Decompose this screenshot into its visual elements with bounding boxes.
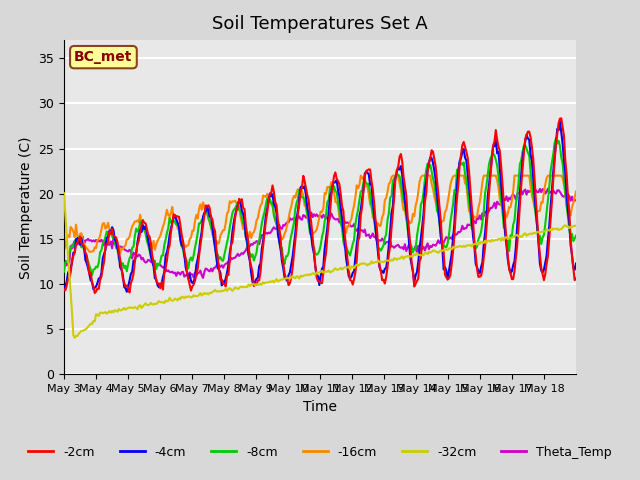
Legend: -2cm, -4cm, -8cm, -16cm, -32cm, Theta_Temp: -2cm, -4cm, -8cm, -16cm, -32cm, Theta_Te… [23,441,617,464]
Title: Soil Temperatures Set A: Soil Temperatures Set A [212,15,428,33]
X-axis label: Time: Time [303,400,337,414]
Y-axis label: Soil Temperature (C): Soil Temperature (C) [19,136,33,278]
Text: BC_met: BC_met [74,50,132,64]
